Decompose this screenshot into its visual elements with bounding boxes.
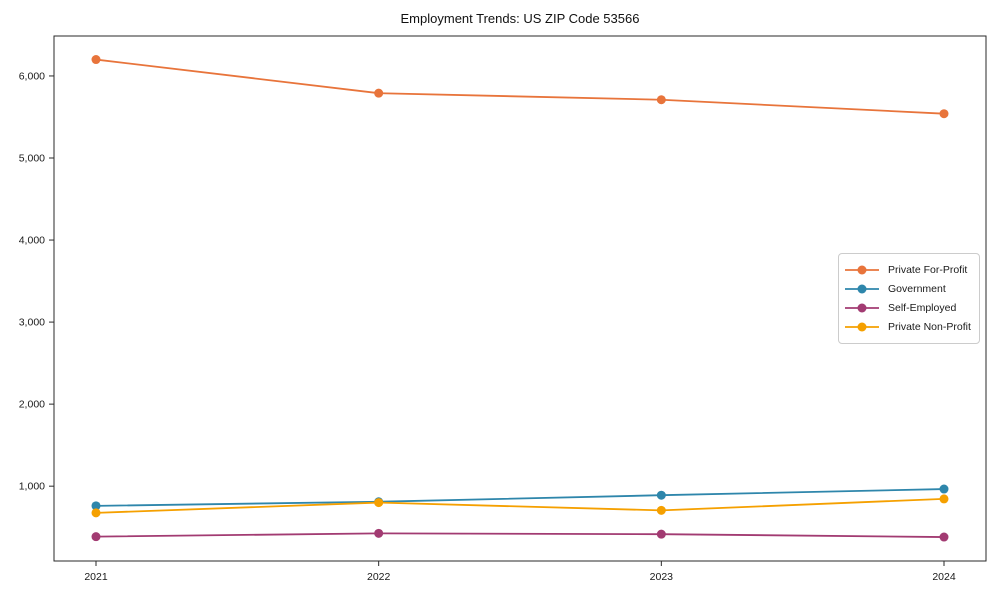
legend-line-marker-icon [845,303,879,313]
data-point-private-non-profit [939,494,949,504]
data-point-government [656,490,666,500]
plot-border [53,35,987,562]
y-axis-tick-label: 1,000 [19,481,45,493]
y-axis-tick-label: 4,000 [19,235,45,247]
y-axis-tick-label: 2,000 [19,399,45,411]
legend-label: Government [888,282,946,295]
legend-item-private-non-profit: Private Non-Profit [844,318,975,337]
data-point-private-non-profit [374,498,384,508]
legend-item-government: Government [844,279,975,298]
legend-line-marker-icon [845,265,879,274]
x-axis-tick-label: 2023 [650,571,674,583]
y-axis-tick-label: 5,000 [19,152,45,164]
data-point-private-for-profit [91,55,101,65]
data-point-government [939,484,949,494]
data-point-private-non-profit [91,508,101,518]
x-axis-tick-label: 2022 [367,571,391,583]
legend-label: Private For-Profit [888,263,968,276]
data-point-self-employed [656,529,666,539]
data-point-private-non-profit [656,505,666,515]
data-point-self-employed [91,532,101,542]
x-axis-tick-label: 2024 [932,571,956,583]
data-point-self-employed [939,532,949,542]
legend-item-self-employed: Self-Employed [844,299,975,318]
chart-title: Employment Trends: US ZIP Code 53566 [400,11,640,26]
series-line-private-for-profit [95,58,945,115]
data-point-government [91,501,101,511]
data-point-private-for-profit [939,109,949,119]
series-line-government [95,488,945,507]
data-point-private-for-profit [656,95,666,105]
data-point-private-for-profit [374,88,384,98]
y-axis-tick-label: 3,000 [19,317,45,329]
series-line-self-employed [95,532,945,538]
x-axis-tick-label: 2021 [84,571,108,583]
legend-line-marker-icon [845,284,879,294]
series-line-private-non-profit [95,497,945,514]
data-point-self-employed [374,528,384,538]
legend-item-private-for-profit: Private For-Profit [844,260,975,279]
y-axis-tick-label: 6,000 [19,70,45,82]
legend: Private For-Profit Government Self-Emplo… [838,253,980,344]
legend-line-marker-icon [845,322,879,332]
legend-label: Self-Employed [888,302,957,315]
legend-label: Private Non-Profit [888,321,971,334]
